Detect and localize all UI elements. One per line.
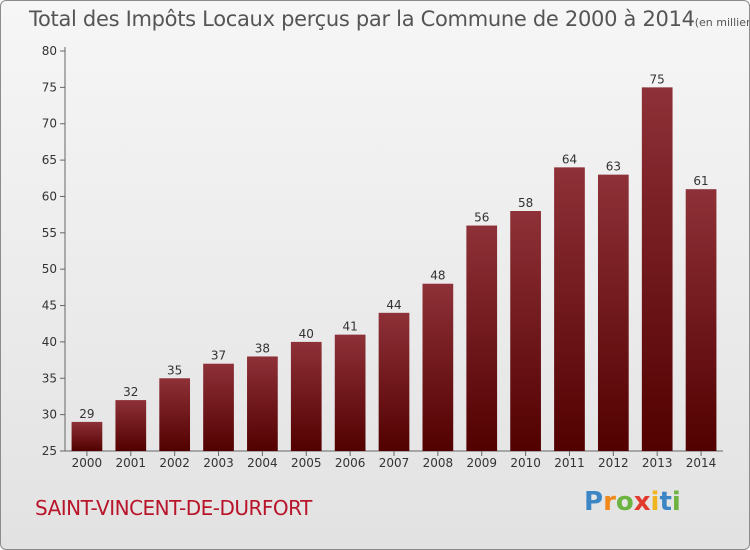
bar-2013: [641, 87, 673, 451]
bar-2003: [203, 363, 234, 451]
x-tick-label-2007: 2007: [379, 456, 410, 470]
bar-2004: [247, 356, 278, 451]
bar-2007: [378, 312, 410, 451]
y-axis: 25 30 35 40 45 50 55 60 65 70 75 80: [42, 44, 66, 458]
y-tick-label: 50: [42, 262, 57, 276]
x-tick-label-2008: 2008: [423, 456, 454, 470]
logo-letter: r: [603, 487, 616, 517]
y-tick-label: 35: [42, 371, 57, 385]
proxiti-logo[interactable]: Proxiti: [584, 487, 681, 517]
value-label-2007: 44: [386, 298, 401, 312]
bar-2010: [510, 211, 541, 451]
x-tick-label-2001: 2001: [116, 456, 147, 470]
x-tick-label-2005: 2005: [291, 456, 322, 470]
y-tick-label: 30: [42, 408, 57, 422]
x-tick-label-2013: 2013: [642, 456, 673, 470]
value-label-2011: 64: [562, 152, 577, 166]
bar-2005: [290, 341, 322, 451]
y-tick-label: 65: [42, 153, 57, 167]
x-tick-label-2011: 2011: [554, 456, 585, 470]
value-label-2000: 29: [79, 407, 94, 421]
bar-2012: [597, 174, 629, 452]
bars: [71, 87, 717, 452]
y-tick-label: 80: [42, 44, 57, 58]
value-label-2001: 32: [123, 385, 138, 399]
value-labels: 29 32 35 37 38 40 41 44 48 56 58 64 63 75 61: [79, 72, 708, 421]
x-axis: 2000 2001 2002 2003 2004 2005 2006 2007 2008 2009…: [65, 450, 723, 470]
y-tick-label: 25: [42, 444, 57, 458]
bar-2000: [71, 421, 103, 451]
chart-title-text: Total des Impôts Locaux perçus par la Co…: [29, 7, 695, 31]
value-label-2005: 40: [299, 327, 314, 341]
x-tick-label-2000: 2000: [72, 456, 103, 470]
x-tick-label-2009: 2009: [466, 456, 497, 470]
logo-letter: o: [615, 487, 634, 517]
value-label-2006: 41: [342, 320, 357, 334]
x-tick-label-2014: 2014: [686, 456, 717, 470]
bar-2006: [334, 334, 366, 451]
x-tick-label-2003: 2003: [203, 456, 234, 470]
logo-letter: i: [650, 487, 660, 517]
value-label-2009: 56: [474, 211, 489, 225]
value-label-2013: 75: [650, 72, 665, 86]
y-tick-label: 60: [42, 189, 57, 203]
bar-2014: [685, 189, 717, 451]
logo-letter: i: [671, 487, 681, 517]
logo-letter: P: [584, 487, 604, 517]
value-label-2012: 63: [606, 160, 621, 174]
commune-name: SAINT-VINCENT-DE-DURFORT: [35, 496, 312, 520]
value-label-2002: 35: [167, 363, 182, 377]
value-label-2004: 38: [255, 341, 270, 355]
chart-title: Total des Impôts Locaux perçus par la Co…: [29, 7, 749, 31]
bar-2009: [466, 225, 498, 451]
value-label-2008: 48: [430, 269, 445, 283]
logo-letter: x: [633, 487, 651, 517]
x-tick-label-2010: 2010: [510, 456, 541, 470]
value-label-2010: 58: [518, 196, 533, 210]
value-label-2003: 37: [211, 349, 226, 363]
x-tick-label-2006: 2006: [335, 456, 366, 470]
y-tick-label: 55: [42, 226, 57, 240]
logo-letter: t: [659, 487, 672, 517]
y-tick-label: 45: [42, 299, 57, 313]
y-tick-label: 75: [42, 80, 57, 94]
bar-2001: [115, 400, 147, 451]
y-tick-label: 70: [42, 117, 57, 131]
x-tick-label-2012: 2012: [598, 456, 629, 470]
bar-2011: [554, 167, 585, 451]
bar-2008: [422, 283, 454, 451]
chart-unit: (en milliers d'€): [694, 16, 749, 29]
value-label-2014: 61: [693, 174, 708, 188]
bar-2002: [159, 378, 191, 451]
y-tick-label: 40: [42, 335, 57, 349]
x-tick-label-2002: 2002: [159, 456, 190, 470]
x-tick-label-2004: 2004: [247, 456, 278, 470]
